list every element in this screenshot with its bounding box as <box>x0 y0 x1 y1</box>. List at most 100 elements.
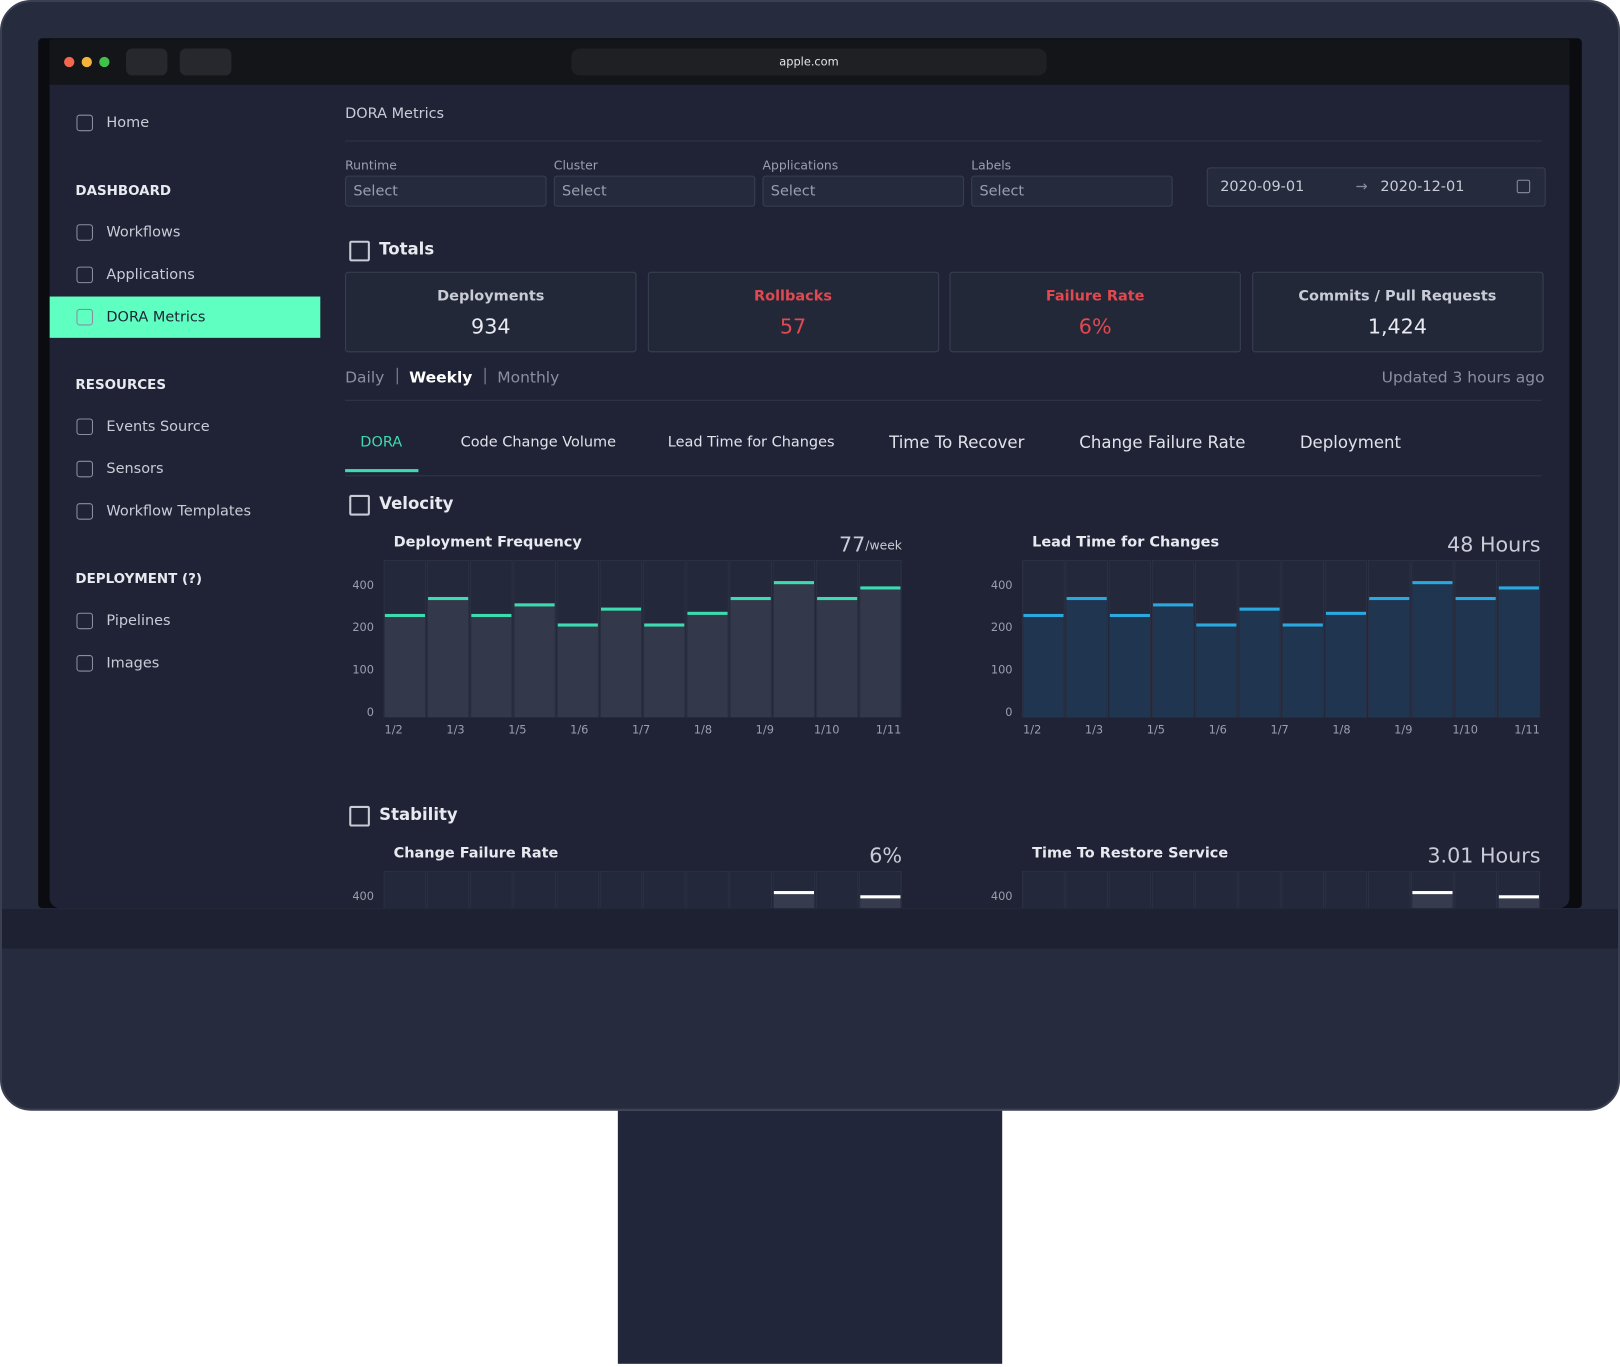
period-sep <box>484 367 486 385</box>
chart: Lead Time for Changes 48 Hours 0 100 200 400 1… <box>991 533 1541 737</box>
icon <box>76 266 93 284</box>
chart-headline: 6% <box>869 844 902 868</box>
card-value: 934 <box>471 314 511 339</box>
date-range[interactable] <box>1206 167 1546 207</box>
column-bg <box>642 870 686 909</box>
sidebar-toggle[interactable] <box>126 48 168 76</box>
x-tick-label: 1/3 <box>446 722 464 736</box>
bar <box>730 598 771 718</box>
chart-title: Change Failure Rate <box>394 845 559 861</box>
x-tick-label: 1/7 <box>632 722 650 736</box>
column-bg <box>1108 870 1152 909</box>
filter-select[interactable] <box>971 175 1173 207</box>
nav-buttons[interactable] <box>179 48 232 76</box>
filter-select[interactable] <box>345 175 547 207</box>
tab[interactable]: Change Failure Rate <box>1079 432 1246 453</box>
bar-cap <box>1455 596 1496 601</box>
divider <box>345 140 1542 142</box>
period-tab[interactable]: Monthly <box>497 367 560 387</box>
nav-section-title: RESOURCES <box>75 377 166 394</box>
bar-cap <box>1282 623 1323 627</box>
divider <box>345 399 1542 401</box>
y-tick-label: 100 <box>991 663 1013 677</box>
period-tab[interactable]: Weekly <box>409 367 473 387</box>
x-tick-label: 1/9 <box>756 722 774 736</box>
bar-cap <box>1498 895 1539 899</box>
nav-item[interactable]: Events Source <box>106 418 210 435</box>
date-end: 2020-12-01 <box>1380 178 1465 196</box>
bar <box>1369 598 1410 718</box>
filter-select[interactable] <box>762 175 964 207</box>
x-tick-label: 1/2 <box>385 722 403 736</box>
total-card <box>1251 271 1544 353</box>
card-value: 6% <box>1078 314 1112 339</box>
bar <box>860 587 901 718</box>
bar-cap <box>428 596 469 601</box>
nav-section-title: DASHBOARD <box>75 183 172 199</box>
section-icon <box>349 240 370 262</box>
section-title: Velocity <box>379 493 454 513</box>
nav-item[interactable]: Pipelines <box>106 612 171 630</box>
y-tick-label: 400 <box>352 578 374 592</box>
section-icon <box>349 805 370 827</box>
stand <box>617 1110 1003 1364</box>
address-bar[interactable] <box>571 48 1047 76</box>
bar-cap <box>817 596 858 601</box>
bar <box>773 892 814 909</box>
nav-item[interactable]: DORA Metrics <box>106 308 206 326</box>
bar-cap <box>1023 613 1064 618</box>
bar <box>773 582 814 718</box>
divider <box>345 475 1542 477</box>
close-dot[interactable] <box>64 56 75 68</box>
x-tick-label: 1/11 <box>876 722 902 736</box>
section-icon <box>349 494 370 516</box>
sidebar: Home DASHBOARD Workflows Applications DORA M… <box>49 85 321 908</box>
card-label: Deployments <box>437 288 545 305</box>
max-dot[interactable] <box>99 56 110 68</box>
url: apple.com <box>779 55 839 69</box>
bar <box>1498 587 1539 718</box>
y-tick-label: 400 <box>352 889 374 903</box>
bar-cap <box>1325 611 1367 615</box>
nav-item[interactable]: Sensors <box>106 460 164 478</box>
total-card <box>647 271 939 353</box>
bar-cap <box>1412 581 1453 585</box>
updated-note: Updated 3 hours ago <box>1381 367 1545 387</box>
card-value: 57 <box>779 314 807 339</box>
x-tick-label: 1/7 <box>1270 722 1288 736</box>
filter-placeholder: Select <box>562 182 607 200</box>
filter-label: Runtime <box>345 158 397 173</box>
tab[interactable]: Deployment <box>1299 432 1401 453</box>
bar-cap <box>860 586 901 590</box>
column-bg <box>1022 870 1065 909</box>
y-tick-label: 200 <box>352 620 374 634</box>
tab[interactable]: Time To Recover <box>889 432 1025 453</box>
bar <box>1023 615 1064 718</box>
icon <box>76 224 93 241</box>
bar <box>1412 892 1453 909</box>
total-card <box>949 271 1241 353</box>
tab[interactable]: Lead Time for Changes <box>667 433 835 451</box>
tab[interactable]: DORA <box>360 433 403 451</box>
column-bg <box>1238 870 1281 909</box>
nav-item[interactable]: Applications <box>106 266 195 284</box>
icon <box>76 418 93 435</box>
x-tick-label: 1/5 <box>508 722 526 736</box>
column-bg <box>1367 870 1411 909</box>
bar-cap <box>514 603 555 607</box>
nav-home[interactable]: Home <box>106 114 150 132</box>
headline-unit: /week <box>865 537 903 552</box>
filter-select[interactable] <box>553 175 756 207</box>
date-arrow: → <box>1355 178 1368 196</box>
nav-item[interactable]: Workflow Templates <box>106 503 251 520</box>
bar-cap <box>773 581 814 585</box>
nav-item[interactable]: Workflows <box>106 224 181 241</box>
nav-item[interactable]: Images <box>106 655 160 672</box>
tab[interactable]: Code Change Volume <box>460 433 617 451</box>
min-dot[interactable] <box>81 56 92 68</box>
y-tick-label: 400 <box>991 889 1013 903</box>
period-tab[interactable]: Daily <box>345 367 385 387</box>
filter-placeholder: Select <box>353 182 398 200</box>
column-bg <box>1281 870 1325 909</box>
icon <box>76 308 93 326</box>
